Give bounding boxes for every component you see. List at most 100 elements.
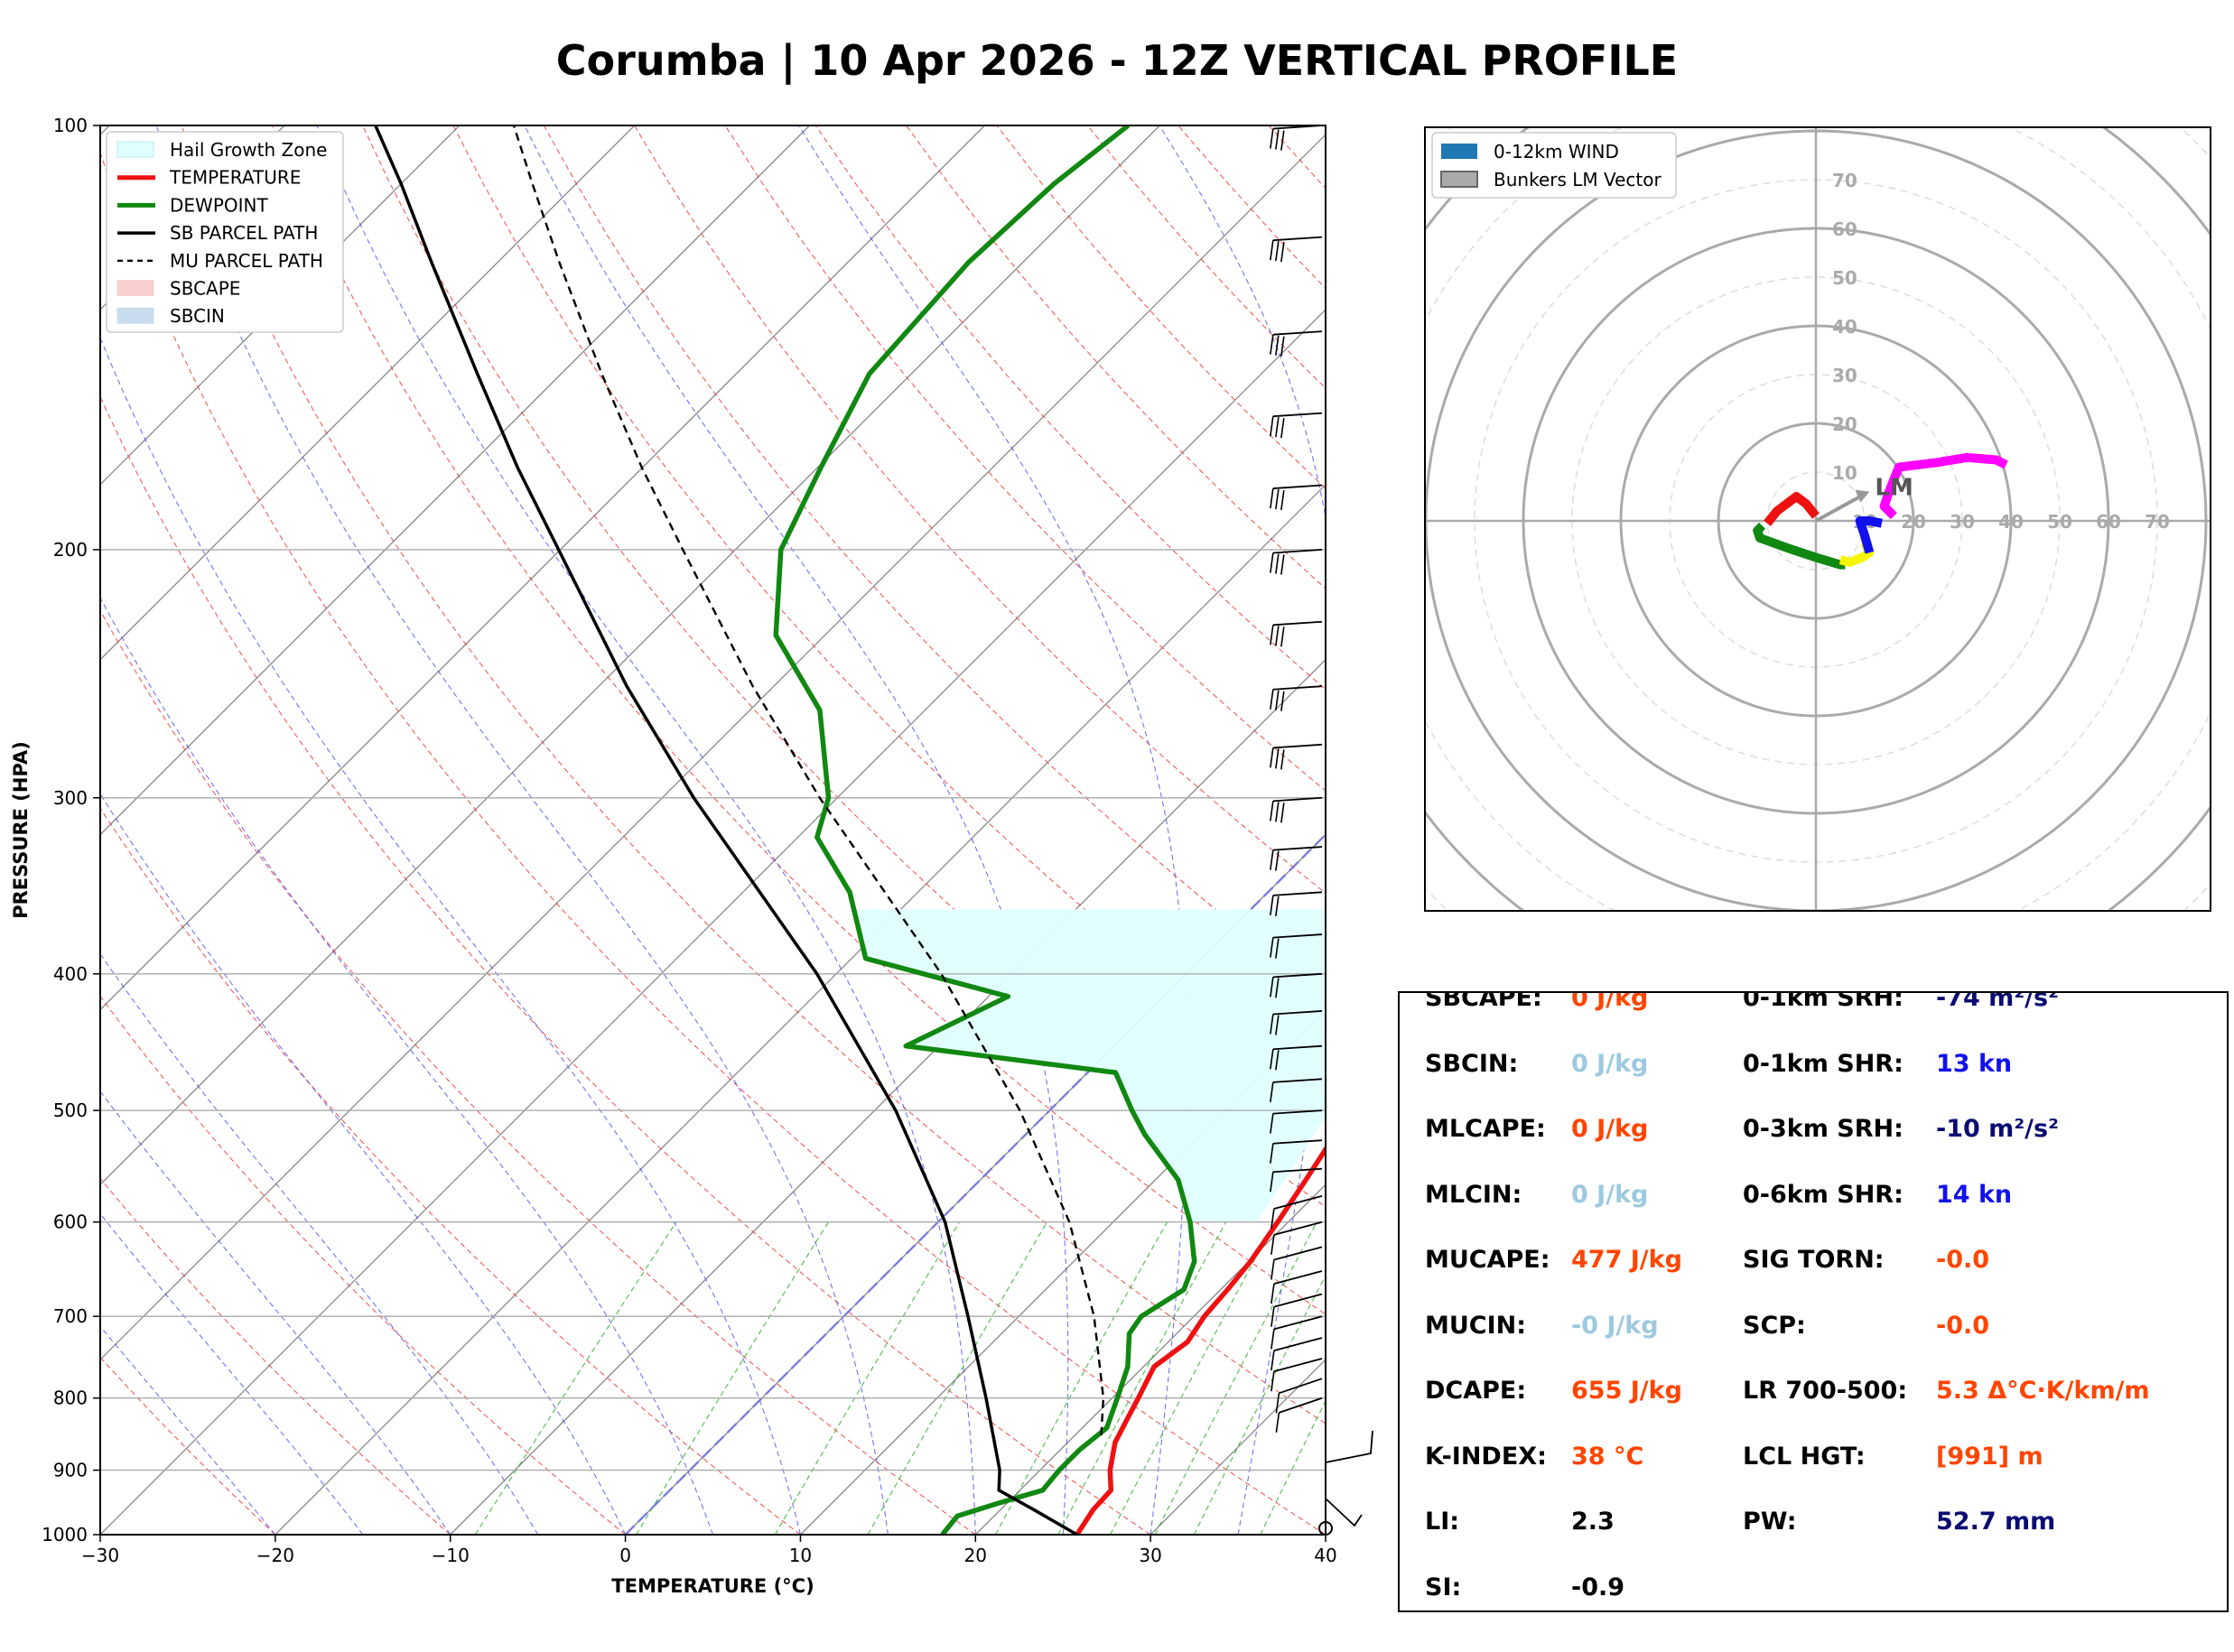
wind-barb-flag — [1270, 977, 1274, 998]
wind-barb-flag — [1270, 849, 1274, 870]
moist-adiabat — [100, 1325, 276, 1535]
moist-adiabat — [155, 125, 889, 1535]
ring-label-vertical: 30 — [1832, 365, 1857, 386]
wind-barb-flag — [1270, 1014, 1274, 1035]
legend-box — [1431, 132, 1677, 199]
wind-barb-flag — [1275, 896, 1280, 916]
y-tick-label: 900 — [53, 1460, 88, 1481]
stat-value: -0.9 — [1571, 1573, 1625, 1601]
y-tick-label: 1000 — [42, 1524, 88, 1545]
wind-barb-flag — [1280, 130, 1285, 151]
wind-barb-flag — [1275, 802, 1280, 822]
isotherm-line — [974, 1183, 1326, 1535]
dewpoint-line — [773, 125, 1197, 1535]
wind-barb-staff — [1273, 1315, 1323, 1331]
stat-label: MUCAPE: — [1425, 1246, 1550, 1274]
stat-label: SBCIN: — [1425, 1049, 1519, 1078]
wind-barb-staff — [1272, 1167, 1323, 1174]
x-tick-label: 40 — [1314, 1545, 1336, 1566]
dry-adiabat — [100, 151, 1326, 1535]
wind-barb-flag — [1270, 128, 1274, 149]
legend-swatch — [1441, 144, 1477, 159]
stat-label: K-INDEX: — [1425, 1442, 1547, 1471]
stat-value: -0.0 — [1936, 1246, 1990, 1274]
stat-label: LR 700-500: — [1743, 1377, 1908, 1405]
wind-barb-staff — [1272, 330, 1323, 336]
isotherm-line — [450, 658, 1326, 1535]
stat-value: -74 m²/s² — [1936, 991, 2059, 1012]
wind-barb-flag — [1275, 1412, 1280, 1433]
wind-barb-flag — [1270, 240, 1274, 261]
moist-adiabat — [100, 1212, 364, 1535]
stat-label: MUCIN: — [1425, 1311, 1527, 1340]
stat-label: SBCAPE: — [1425, 991, 1542, 1012]
ring-label-horizontal: 20 — [1901, 511, 1926, 533]
mixing-ratio-line — [774, 1221, 961, 1535]
legend-label: Bunkers LM Vector — [1494, 169, 1662, 190]
legend-label: Hail Growth Zone — [170, 139, 327, 161]
wind-barb-flag — [1275, 488, 1280, 510]
stat-value: 14 kn — [1936, 1180, 2013, 1209]
stat-value: 52.7 mm — [1936, 1508, 2056, 1536]
wind-barb-staff — [1272, 1044, 1323, 1051]
ring-label-vertical: 20 — [1832, 413, 1857, 435]
wind-barb-flag — [1280, 691, 1285, 711]
mixing-ratio-line — [1260, 1399, 1326, 1535]
stat-label: SCP: — [1743, 1311, 1806, 1340]
y-tick-label: 200 — [53, 539, 88, 561]
legend-label: 0-12km WIND — [1494, 141, 1619, 162]
dry-adiabat — [271, 125, 1326, 1315]
moist-adiabat — [524, 125, 1069, 1535]
moist-adiabat — [100, 597, 714, 1535]
bunkers-lm-arrowhead — [1855, 489, 1870, 503]
wind-barb-surface — [1325, 1430, 1373, 1463]
stat-value: 0 J/kg — [1571, 1115, 1649, 1143]
wind-barb-staff — [1272, 1109, 1323, 1115]
wind-barb-flag — [1275, 129, 1280, 150]
x-tick-label: 10 — [789, 1545, 812, 1566]
wind-barb-flag — [1270, 416, 1274, 437]
wind-barb-flag — [1275, 978, 1280, 998]
dry-adiabat — [100, 609, 976, 1535]
wind-barb-flag — [1270, 1049, 1274, 1070]
stat-value: 0 J/kg — [1571, 1049, 1649, 1078]
ring-label-horizontal: 70 — [2145, 511, 2170, 533]
moist-adiabat — [100, 952, 539, 1535]
dry-adiabat — [100, 995, 626, 1535]
wind-barb-flag — [1275, 335, 1280, 356]
x-tick-label: 20 — [964, 1545, 987, 1566]
dry-adiabat — [452, 125, 1326, 1102]
wind-barb-staff — [1272, 1078, 1323, 1083]
wind-barb-flag — [1271, 1234, 1275, 1255]
ring-label-vertical: 60 — [1832, 218, 1857, 240]
hodograph-frame — [1424, 126, 2211, 912]
wind-barb-staff — [1272, 846, 1323, 851]
wind-barb-staff — [1279, 1397, 1323, 1414]
bunkers-lm-vector — [1815, 492, 1866, 523]
stat-value: -0.0 — [1936, 1311, 1990, 1340]
wind-barb-flag — [1275, 938, 1280, 959]
x-tick-label: 0 — [619, 1545, 631, 1566]
wind-barb-staff — [1273, 1293, 1323, 1308]
stat-label: MLCIN: — [1425, 1180, 1522, 1209]
stat-label: SIG TORN: — [1743, 1246, 1885, 1274]
skewt-legend: Hail Growth Zone TEMPERATURE DEWPOINT SB PA… — [106, 131, 344, 333]
stat-label: 0-6km SHR: — [1743, 1180, 1904, 1209]
wind-barb-flag — [1270, 1143, 1274, 1164]
mixing-ratio-line — [474, 1221, 677, 1535]
isotherm-line — [100, 125, 636, 661]
moist-adiabat — [798, 125, 1187, 1535]
wind-barb-flag — [1275, 1050, 1280, 1071]
dry-adiabat — [100, 395, 1151, 1535]
y-tick-label: 100 — [53, 115, 88, 136]
stat-value: 13 kn — [1936, 1049, 2013, 1078]
wind-barb-staff — [1273, 1337, 1323, 1351]
wind-barb-staff — [1272, 620, 1323, 626]
wind-barb-flag — [1275, 417, 1280, 438]
wind-barb-surface — [1325, 1498, 1363, 1527]
wind-barb-flag — [1271, 1350, 1275, 1371]
mixing-ratio-line — [1193, 1274, 1326, 1535]
isotherm-line — [100, 125, 285, 311]
wind-barb-flag — [1270, 801, 1274, 821]
x-axis-label: TEMPERATURE (°C) — [611, 1575, 814, 1597]
